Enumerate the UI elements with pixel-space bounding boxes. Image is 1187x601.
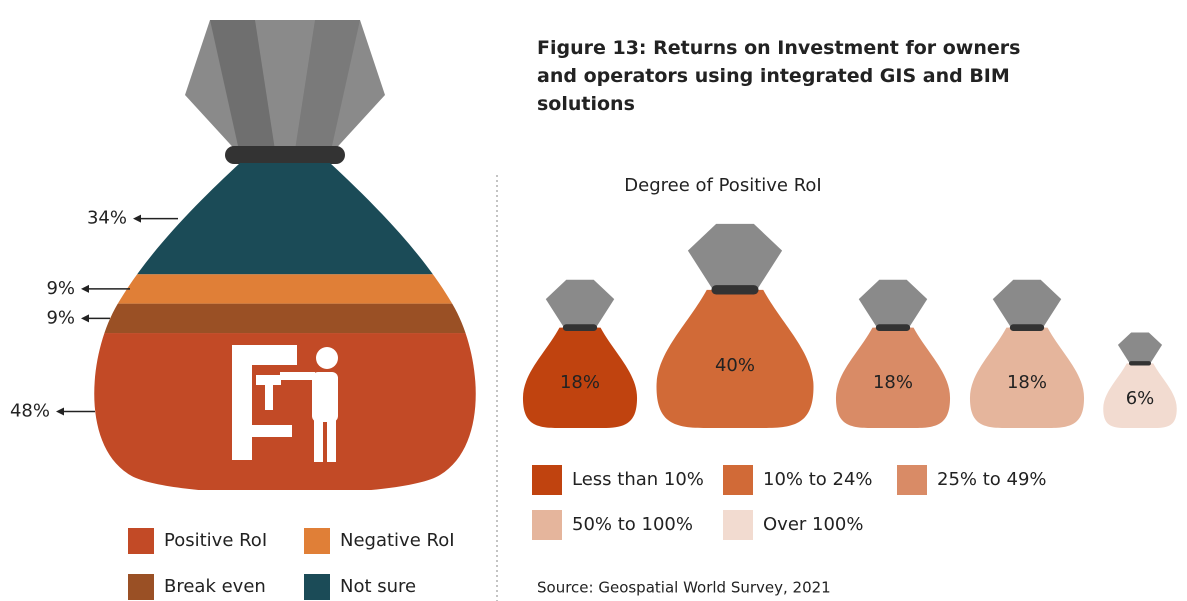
bag-segment: [94, 274, 476, 304]
bag: [835, 327, 951, 428]
arrow-head: [56, 407, 64, 416]
value-label: 34%: [87, 208, 127, 229]
legend-label: Not sure: [340, 576, 416, 597]
legend-label: 50% to 100%: [572, 514, 693, 535]
bag-top: [992, 279, 1062, 328]
bag: [522, 327, 638, 428]
chart-title: Degree of Positive RoI: [624, 175, 821, 196]
worker-icon: [232, 345, 338, 462]
legend-label: Positive RoI: [164, 530, 267, 551]
legend-swatch: [897, 465, 927, 495]
legend-label: Less than 10%: [572, 469, 704, 490]
arrow-head: [81, 284, 89, 293]
arrow-head: [81, 314, 89, 323]
legend-swatch: [128, 528, 154, 554]
value-label: 18%: [560, 372, 600, 393]
source: Source: Geospatial World Survey, 2021: [537, 579, 831, 597]
figure-title: Figure 13: Returns on Investment for own…: [537, 37, 1021, 115]
legend-swatch: [304, 528, 330, 554]
legend-swatch: [723, 510, 753, 540]
bag-segment: [94, 163, 476, 275]
bag-top: [687, 223, 783, 290]
legend-swatch: [723, 465, 753, 495]
bag-top: [185, 20, 385, 164]
bag-knot: [1128, 361, 1152, 366]
value-label: 9%: [46, 307, 75, 328]
bag-knot: [875, 324, 911, 332]
value-label: 9%: [46, 278, 75, 299]
legend-label: 25% to 49%: [937, 469, 1047, 490]
legend-label: Break even: [164, 576, 266, 597]
value-label: 6%: [1126, 388, 1155, 409]
bag: [969, 327, 1085, 428]
bag-knot: [1009, 324, 1045, 332]
legend-swatch: [532, 465, 562, 495]
bag-knot: [562, 324, 598, 332]
value-label: 18%: [1007, 372, 1047, 393]
legend-label: 10% to 24%: [763, 469, 873, 490]
legend-label: Negative RoI: [340, 530, 455, 551]
legend-swatch: [128, 574, 154, 600]
legend-label: Over 100%: [763, 514, 863, 535]
bag-top: [545, 279, 615, 328]
legend-swatch: [304, 574, 330, 600]
value-label: 48%: [10, 401, 50, 422]
legend-swatch: [532, 510, 562, 540]
arrow-head: [133, 214, 141, 223]
bag-top: [858, 279, 928, 328]
bag-top: [1117, 332, 1163, 364]
bag-segment: [94, 303, 476, 334]
value-label: 18%: [873, 372, 913, 393]
bag-knot: [711, 285, 759, 295]
bag-body: [94, 163, 476, 490]
bag: [656, 289, 814, 428]
bag: [1103, 363, 1177, 428]
value-label: 40%: [715, 355, 755, 376]
